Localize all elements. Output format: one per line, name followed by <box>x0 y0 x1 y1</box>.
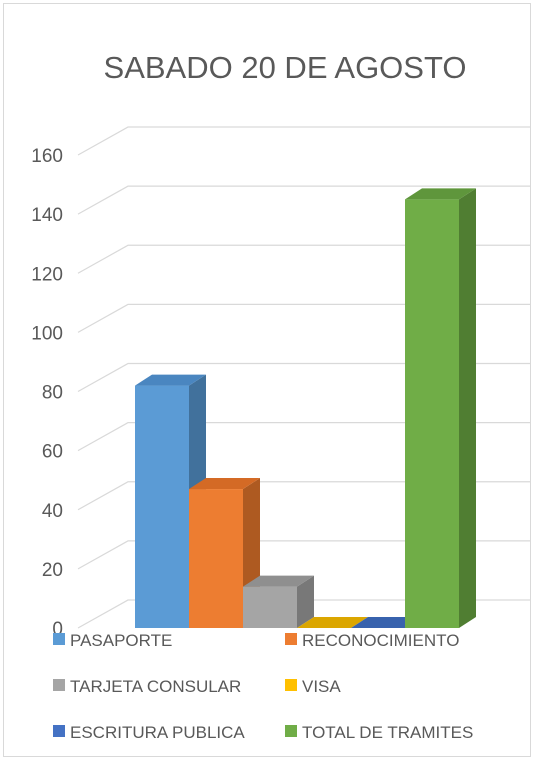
legend-label: TOTAL DE TRAMITES <box>302 723 473 742</box>
legend-swatch <box>53 633 65 645</box>
gridline <box>77 303 530 333</box>
legend-swatch <box>285 679 297 691</box>
gridline <box>77 481 530 511</box>
bar-top <box>405 188 476 200</box>
bar-side <box>459 188 476 628</box>
chart-frame <box>3 3 531 757</box>
bar-total-de-tramites <box>405 188 476 628</box>
bar-tarjeta-consular <box>243 575 314 628</box>
y-tick-label: 140 <box>31 205 63 226</box>
legend-item: TOTAL DE TRAMITES <box>285 723 473 742</box>
legend-label: PASAPORTE <box>70 631 172 650</box>
legend-item: RECONOCIMIENTO <box>285 631 459 650</box>
legend-item: TARJETA CONSULAR <box>53 677 241 696</box>
y-tick-label: 160 <box>31 146 63 167</box>
bar-top <box>243 575 314 587</box>
y-tick-label: 0 <box>52 619 63 640</box>
gridline <box>77 126 530 156</box>
bar-front <box>405 199 459 628</box>
chart-title: SABADO 20 DE AGOSTO <box>104 50 467 85</box>
gridlines <box>77 126 530 629</box>
legend-label: VISA <box>302 677 341 696</box>
legend-item: VISA <box>285 677 341 696</box>
legend-label: RECONOCIMIENTO <box>302 631 459 650</box>
legend-item: PASAPORTE <box>53 631 172 650</box>
gridline <box>77 185 530 215</box>
bar-escritura-publica <box>351 617 422 628</box>
legend-item: ESCRITURA PUBLICA <box>53 723 245 742</box>
bar-top <box>297 617 368 628</box>
legend-label: ESCRITURA PUBLICA <box>70 723 245 742</box>
legend-swatch <box>53 725 65 737</box>
y-tick-label: 100 <box>31 323 63 344</box>
bar-front <box>189 489 243 628</box>
bars <box>135 188 476 628</box>
bar-top <box>189 478 260 490</box>
bar-top <box>351 617 422 628</box>
bar-visa <box>297 617 368 628</box>
y-tick-label: 120 <box>31 264 63 285</box>
gridline <box>77 362 530 393</box>
y-tick-label: 40 <box>42 501 63 522</box>
legend-swatch <box>53 679 65 691</box>
gridline <box>77 599 530 629</box>
legend-swatch <box>285 633 297 645</box>
gridline <box>77 244 530 274</box>
legend-label: TARJETA CONSULAR <box>70 677 241 696</box>
bar-front <box>135 385 189 628</box>
y-tick-label: 80 <box>42 383 63 404</box>
bar-side <box>297 575 314 628</box>
legend-swatch <box>285 725 297 737</box>
gridline <box>77 422 530 452</box>
gridline <box>77 540 530 570</box>
legend: PASAPORTE RECONOCIMIENTO TARJETA CONSULAR V… <box>53 631 473 742</box>
y-tick-label: 20 <box>42 560 63 581</box>
y-tick-label: 60 <box>42 442 63 463</box>
bar-front <box>243 586 297 628</box>
bar-top <box>135 374 206 386</box>
y-axis-ticks: 0 20 40 60 80 100 120 140 160 <box>31 146 63 640</box>
